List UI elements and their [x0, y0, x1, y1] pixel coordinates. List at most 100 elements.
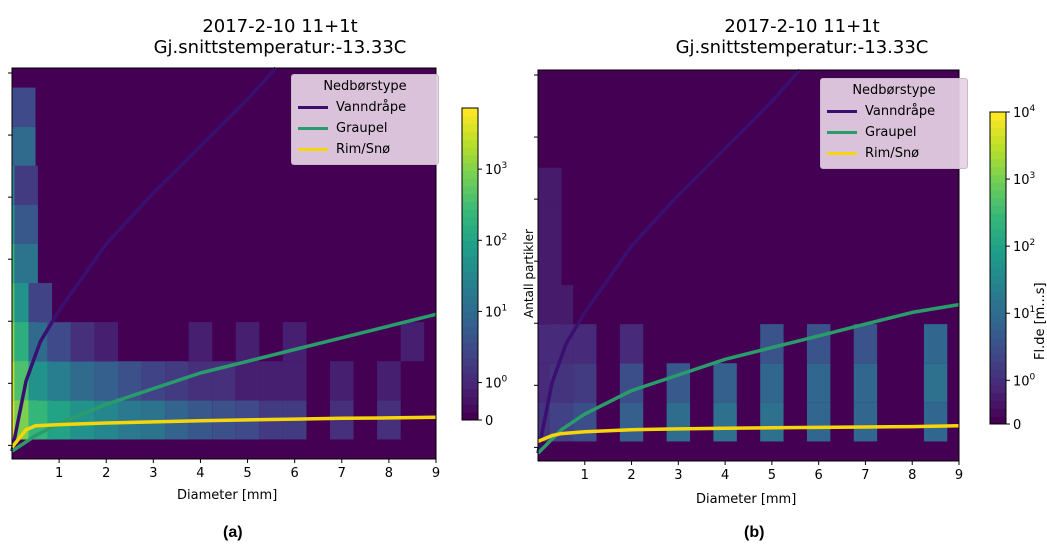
colorbar-segment — [990, 166, 1006, 175]
series-line — [537, 424, 960, 444]
colorbar-segment — [990, 392, 1006, 402]
heatmap-cell — [923, 363, 948, 403]
colorbar-segment — [462, 154, 478, 164]
colorbar-segment — [462, 232, 478, 242]
colorbar-segment — [462, 186, 478, 195]
colorbar-segment — [462, 287, 478, 296]
heatmap-cell — [713, 363, 737, 403]
heatmap-cell — [282, 361, 307, 401]
plot-frame — [11, 67, 437, 460]
legend-item-rim-sno: Rim/Snø — [827, 143, 961, 164]
heatmap-cell — [282, 322, 307, 362]
heatmap-cell — [538, 206, 562, 246]
colorbar-tick-label: 103 — [485, 161, 507, 178]
heatmap-cell — [538, 167, 562, 207]
heatmap-cell — [400, 322, 425, 362]
colorbar-segment — [462, 381, 478, 390]
x-tick-label: 3 — [674, 468, 682, 480]
legend-label: Vanndråpe — [336, 100, 407, 115]
legend-item-graupel: Graupel — [298, 118, 432, 139]
legend-swatch — [298, 148, 328, 151]
heatmap-cell — [94, 361, 118, 401]
colorbar-segment — [990, 275, 1006, 285]
legend-swatch — [827, 131, 857, 134]
series-line — [11, 312, 437, 453]
colorbar-segment — [990, 119, 1006, 129]
colorbar-segment — [462, 357, 478, 366]
colorbar-segment — [990, 369, 1006, 378]
legend-item-graupel: Graupel — [827, 122, 961, 143]
heatmap-cell — [47, 400, 71, 440]
colorbar-tick-label: 100 — [485, 375, 508, 392]
heatmap-cell — [235, 361, 260, 401]
x-tick-label: 9 — [432, 466, 440, 480]
legend-swatch — [298, 106, 328, 109]
legend-swatch — [827, 152, 857, 155]
title-line1: 2017-2-10 11+1t — [724, 16, 880, 37]
legend-swatch — [827, 110, 857, 113]
chart-title-a: 2017-2-10 11+1t Gj.snittstemperatur:-13.… — [150, 16, 410, 58]
colorbar-segment — [462, 396, 478, 405]
colorbar-segment — [990, 408, 1006, 417]
heatmap-cell — [713, 402, 737, 442]
colorbar-segment — [990, 330, 1006, 339]
heatmap-cell — [377, 361, 401, 401]
colorbar-segment — [462, 295, 478, 304]
x-tick-label: 3 — [149, 466, 157, 480]
colorbar-segment — [462, 318, 478, 327]
heatmap-cell — [28, 283, 53, 323]
chart-b: 1 2 3 4 5 6 7 8 9 0 100 101 102 103 104 Fl.de [m...s] — [534, 68, 1047, 480]
x-tick-label: 5 — [768, 468, 776, 480]
series-line — [536, 302, 960, 455]
heatmap-cell — [14, 165, 38, 205]
x-tick-label: 7 — [861, 468, 869, 480]
title-line2: Gj.snittstemperatur:-13.33C — [675, 37, 929, 58]
colorbar-segment — [462, 178, 478, 187]
heatmap-cell — [806, 402, 831, 442]
heatmap-cell — [619, 324, 644, 364]
colorbar-segment — [462, 201, 478, 210]
legend-label: Rim/Snø — [865, 146, 920, 161]
heatmap-cell — [806, 363, 831, 403]
x-tick-label: 2 — [627, 468, 635, 480]
colorbar-segment — [462, 123, 478, 132]
legend-b: Nedbørstype Vanndråpe Graupel Rim/Snø — [820, 78, 968, 169]
colorbar-segment — [990, 221, 1006, 230]
colorbar-segment — [990, 143, 1006, 152]
heatmap-cell — [212, 361, 236, 401]
colorbar-segment — [990, 291, 1006, 300]
heatmap-cell — [70, 322, 95, 362]
colorbar-segment — [462, 115, 478, 125]
colorbar-segment — [462, 193, 478, 203]
legend-item-rim-sno: Rim/Snø — [298, 139, 432, 160]
colorbar-tick-label: 0 — [1013, 418, 1021, 433]
heatmap-cell — [760, 402, 784, 442]
x-tick-label: 4 — [721, 468, 729, 480]
heatmap-cell — [12, 126, 36, 166]
colorbar-segment — [990, 174, 1006, 183]
colorbar-segment — [462, 310, 478, 320]
heatmap-cell — [141, 361, 166, 401]
heatmap-cell — [619, 402, 644, 442]
colorbar-segment — [990, 236, 1006, 246]
colorbar-segment — [462, 240, 478, 249]
heatmap-cell — [760, 324, 784, 364]
heatmap-cell — [760, 363, 784, 403]
colorbar-segment — [462, 365, 478, 374]
colorbar-segment — [990, 314, 1006, 324]
colorbar-segment — [990, 190, 1006, 199]
colorbar-segment — [462, 271, 478, 281]
series-line — [10, 66, 278, 452]
heatmap-cell — [538, 245, 562, 286]
plot-frame — [537, 69, 960, 462]
colorbar-segment — [990, 346, 1006, 355]
legend-label: Vanndråpe — [865, 104, 936, 119]
colorbar-segment — [990, 268, 1006, 277]
colorbar-segment — [990, 244, 1006, 253]
colorbar-segment — [990, 353, 1006, 363]
y-axis-label-b: Antall partikler — [522, 229, 536, 318]
heatmap-cell — [47, 322, 71, 362]
x-tick-label: 4 — [196, 466, 204, 480]
colorbar-segment — [990, 151, 1006, 160]
colorbar-segment — [990, 377, 1006, 386]
